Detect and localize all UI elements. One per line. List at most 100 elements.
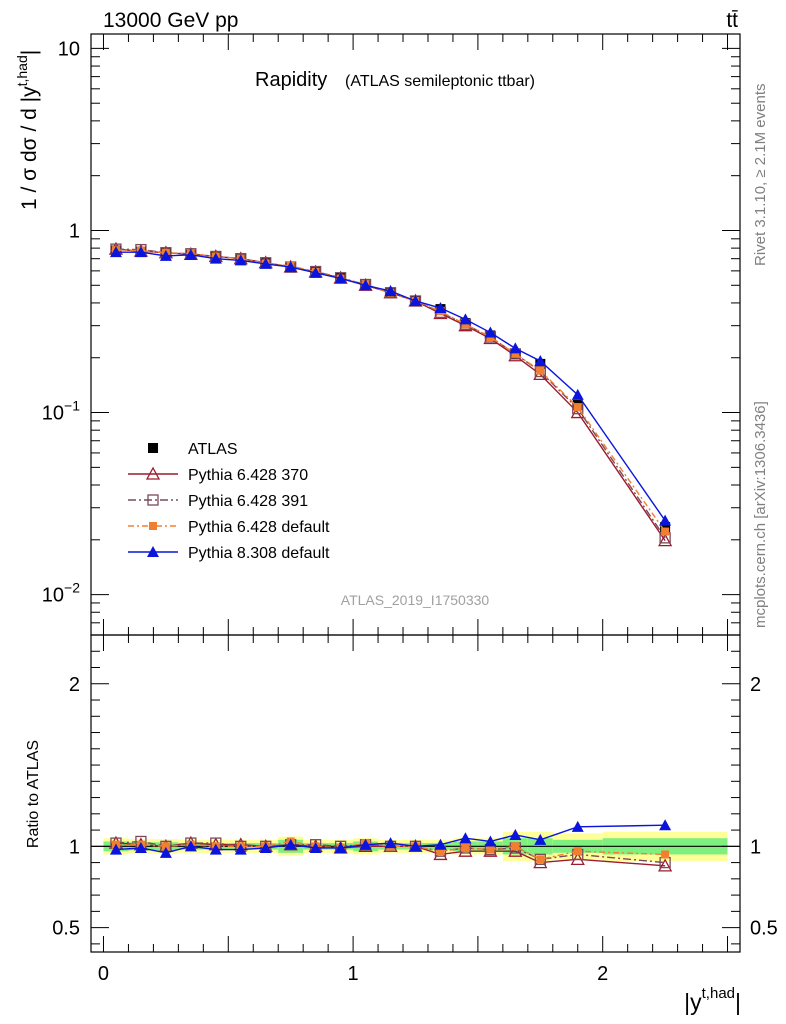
plot-title-sub: (ATLAS semileptonic ttbar)	[345, 73, 535, 90]
ratio-frame	[90, 634, 741, 953]
ratio-point	[536, 855, 545, 864]
data-point	[334, 272, 347, 284]
ratio-point	[309, 841, 322, 853]
data-point	[573, 403, 582, 412]
legend-label: Pythia 6.428 default	[188, 519, 330, 536]
ratio-point	[534, 833, 547, 845]
legend-marker	[145, 466, 161, 480]
ratio-point	[571, 820, 584, 832]
x-tick-label: 1	[348, 963, 359, 985]
ratio-point	[659, 819, 672, 831]
data-point	[484, 326, 497, 338]
y-tick-label: 0.5	[52, 918, 80, 940]
legend-label: ATLAS	[188, 441, 238, 458]
ratio-point	[661, 850, 670, 859]
ratio-point	[161, 842, 170, 851]
legend-entry: Pythia 6.428 391	[128, 493, 308, 510]
data-point	[509, 342, 522, 354]
data-point	[571, 388, 584, 400]
ratio-y-axis-label: Ratio to ATLAS	[25, 740, 42, 848]
data-point	[209, 252, 222, 264]
series-p8	[109, 246, 672, 526]
ratio-point	[508, 843, 523, 857]
ratio-point	[409, 840, 422, 852]
ratio-y-tick-labels: 0.5 0.5 1 1 2 2	[52, 674, 778, 940]
watermark: ATLAS_2019_I1750330	[341, 592, 490, 608]
ratio-point	[159, 846, 172, 858]
x-tick-label: 0	[98, 963, 109, 985]
main-panel: 10 1 10−1 10−2	[42, 33, 741, 636]
ratio-axis-ticks	[91, 635, 740, 952]
data-point	[534, 354, 547, 366]
series-line	[115, 251, 666, 521]
y-tick-label: 10	[58, 38, 80, 60]
data-point	[409, 294, 422, 306]
process-label: tt̄	[726, 9, 738, 32]
ratio-point	[334, 841, 347, 853]
ratio-point	[184, 840, 197, 852]
legend-entry: Pythia 6.428 370	[128, 466, 308, 484]
ratio-point	[534, 853, 546, 865]
ratio-point	[384, 837, 397, 849]
data-point	[511, 349, 520, 358]
ratio-line	[115, 840, 666, 861]
ratio-point	[209, 843, 222, 855]
data-point	[384, 285, 397, 297]
plot-title-main: Rapidity	[255, 69, 327, 91]
main-y-tick-labels: 10 1 10−1 10−2	[42, 38, 80, 606]
ratio-point	[511, 842, 520, 851]
main-axis-ticks	[91, 34, 740, 636]
ratio-point	[459, 832, 472, 844]
ratio-point	[234, 843, 247, 855]
ratio-point	[486, 845, 495, 854]
y-tick-label: 1	[69, 220, 80, 242]
x-tick-label: 2	[597, 963, 608, 985]
data-point	[109, 246, 122, 258]
data-point	[359, 279, 372, 291]
energy-label: 13000 GeV pp	[103, 9, 238, 32]
data-point	[459, 313, 472, 325]
side-label-bottom: mcplots.cern.ch [arXiv:1306.3436]	[752, 401, 769, 628]
legend-entry: Pythia 6.428 default	[128, 519, 330, 536]
data-point	[159, 249, 172, 261]
ratio-point	[284, 838, 297, 850]
ratio-point	[359, 838, 372, 850]
ratio-point	[259, 841, 272, 853]
legend-marker	[149, 522, 157, 530]
y-tick-label-right: 1	[750, 836, 761, 858]
ratio-series-p8	[109, 819, 672, 858]
data-point	[309, 266, 322, 278]
data-point	[536, 366, 545, 375]
side-label-top: Rivet 3.1.10, ≥ 2.1M events	[752, 84, 769, 267]
data-point	[259, 257, 272, 269]
data-point	[434, 302, 447, 314]
data-point	[234, 254, 247, 266]
data-point	[658, 533, 673, 547]
ratio-point	[434, 838, 447, 850]
data-point	[284, 261, 297, 273]
x-axis-label: |yt,had|	[684, 985, 741, 1015]
legend-entry: Pythia 8.308 default	[128, 545, 330, 562]
legend-entry: ATLAS	[148, 441, 238, 458]
ratio-point	[109, 843, 122, 855]
data-point	[184, 248, 197, 260]
y-tick-label: 10−1	[42, 398, 80, 425]
main-y-axis-label: 1 / σ dσ / d |yt,had|	[14, 50, 41, 210]
data-point	[659, 514, 672, 526]
legend-marker	[147, 546, 159, 557]
data-point	[534, 365, 546, 378]
data-point	[461, 320, 470, 329]
data-point	[134, 246, 147, 258]
ratio-line	[115, 824, 666, 854]
legend: ATLAS Pythia 6.428 370 Pythia 6.428 391 Pyt…	[128, 441, 330, 562]
legend-label: Pythia 6.428 391	[188, 493, 308, 510]
ratio-panel: 0.5 0.5 1 1 2 2	[52, 634, 778, 953]
y-tick-label-right: 2	[750, 674, 761, 696]
ratio-point	[134, 841, 147, 853]
ratio-point	[509, 828, 522, 840]
ratio-point	[658, 858, 673, 872]
data-point	[661, 527, 670, 536]
legend-label: Pythia 6.428 370	[188, 467, 308, 484]
main-series	[108, 241, 673, 547]
